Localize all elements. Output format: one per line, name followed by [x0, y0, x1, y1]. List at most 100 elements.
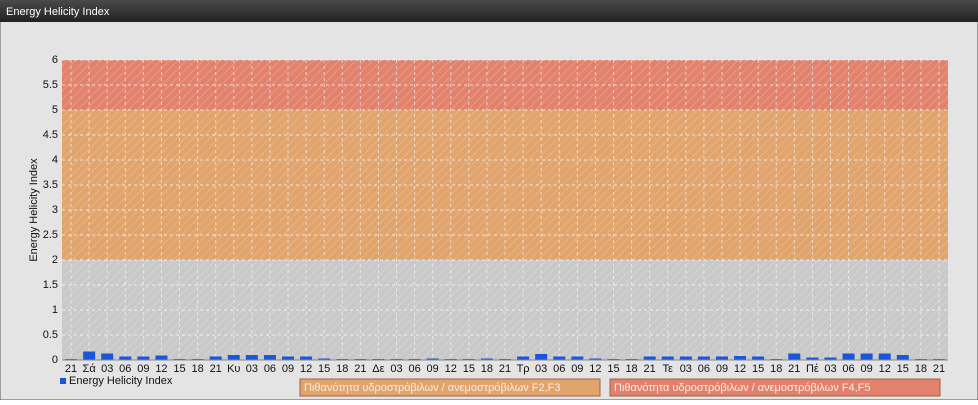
x-tick-label: 06: [553, 363, 565, 375]
bar: [426, 358, 439, 360]
x-tick-label: 15: [318, 363, 330, 375]
x-tick-label: 03: [246, 363, 258, 375]
bar: [806, 357, 819, 360]
bar: [589, 358, 602, 360]
bar: [824, 357, 837, 360]
x-tick-label: 21: [65, 363, 77, 375]
bar: [263, 355, 276, 360]
x-tick-label: 18: [191, 363, 203, 375]
bar: [300, 356, 313, 360]
x-tick-label: 09: [861, 363, 873, 375]
bar: [318, 358, 331, 360]
y-tick-label: 5: [52, 104, 58, 116]
y-tick-label: 1.5: [43, 279, 58, 291]
x-tick-label: 15: [607, 363, 619, 375]
bar: [101, 353, 114, 360]
x-tick-label: 18: [625, 363, 637, 375]
legend-swatch: [60, 378, 66, 384]
bar: [752, 356, 765, 360]
x-tick-label: 03: [101, 363, 113, 375]
x-tick-label: 18: [336, 363, 348, 375]
x-tick-label: 06: [698, 363, 710, 375]
y-tick-label: 2.5: [43, 229, 58, 241]
band-legend-label: Πιθανότητα υδροστρόβιλων / ανεμοστρόβιλω…: [304, 382, 561, 394]
x-tick-label: 06: [119, 363, 131, 375]
y-tick-label: 3: [52, 204, 58, 216]
x-tick-label: Πέ: [806, 363, 819, 375]
bar: [734, 356, 747, 360]
x-tick-label: 21: [788, 363, 800, 375]
x-tick-label: 12: [155, 363, 167, 375]
x-tick-label: 09: [571, 363, 583, 375]
x-tick-label: 09: [282, 363, 294, 375]
bar: [788, 353, 801, 360]
bar: [282, 356, 295, 360]
bar: [137, 356, 150, 360]
x-tick-label: 21: [354, 363, 366, 375]
x-tick-label: Τε: [663, 363, 674, 375]
bar: [155, 355, 168, 360]
bar: [643, 356, 656, 360]
x-tick-label: Κυ: [227, 363, 240, 375]
x-tick-label: 15: [173, 363, 185, 375]
x-tick-label: 12: [879, 363, 891, 375]
x-tick-label: 03: [824, 363, 836, 375]
header-title: Energy Helicity Index: [6, 6, 110, 18]
y-tick-label: 0.5: [43, 329, 58, 341]
x-tick-label: 03: [680, 363, 692, 375]
bar: [661, 356, 674, 360]
bar: [842, 353, 855, 360]
bar: [535, 354, 548, 360]
x-tick-label: 21: [499, 363, 511, 375]
x-tick-label: 06: [842, 363, 854, 375]
bar: [227, 355, 240, 360]
y-tick-label: 6: [52, 54, 58, 66]
x-tick-label: 06: [264, 363, 276, 375]
x-tick-label: 21: [644, 363, 656, 375]
bar: [896, 355, 909, 360]
x-tick-label: Τρ: [517, 363, 530, 375]
y-tick-label: 4.5: [43, 129, 58, 141]
bar: [553, 356, 566, 360]
x-tick-label: 18: [915, 363, 927, 375]
x-tick-label: 03: [390, 363, 402, 375]
x-tick-label: 12: [589, 363, 601, 375]
y-tick-label: 1: [52, 304, 58, 316]
y-tick-label: 4: [52, 154, 58, 166]
bar: [878, 353, 891, 360]
y-axis-label: Energy Helicity Index: [28, 158, 40, 262]
bar: [517, 356, 530, 360]
y-tick-label: 0: [52, 354, 58, 366]
x-tick-label: Δε: [372, 363, 384, 375]
bar: [715, 356, 728, 360]
y-tick-label: 2: [52, 254, 58, 266]
bar: [679, 356, 692, 360]
y-tick-label: 3.5: [43, 179, 58, 191]
x-tick-label: 12: [445, 363, 457, 375]
bar: [209, 356, 222, 360]
x-tick-label: 03: [535, 363, 547, 375]
legend-label: Energy Helicity Index: [69, 375, 173, 387]
x-tick-label: 21: [933, 363, 945, 375]
bar: [480, 358, 493, 360]
bar: [245, 355, 258, 360]
x-tick-label: 12: [734, 363, 746, 375]
y-tick-label: 5.5: [43, 79, 58, 91]
x-tick-label: Σά: [83, 363, 97, 375]
header: [0, 0, 978, 22]
x-tick-label: 12: [300, 363, 312, 375]
x-tick-label: 15: [752, 363, 764, 375]
bar: [860, 353, 873, 360]
x-tick-label: 09: [427, 363, 439, 375]
bar: [697, 356, 710, 360]
x-tick-label: 06: [408, 363, 420, 375]
band-legend-box: [299, 378, 601, 397]
x-tick-label: 09: [716, 363, 728, 375]
x-tick-label: 18: [770, 363, 782, 375]
x-tick-label: 15: [463, 363, 475, 375]
bar: [571, 356, 584, 360]
band-legend-label: Πιθανότητα υδροστρόβιλων / ανεμοστρόβιλω…: [614, 382, 871, 394]
x-tick-label: 21: [210, 363, 222, 375]
band-legend-box: [609, 378, 941, 397]
